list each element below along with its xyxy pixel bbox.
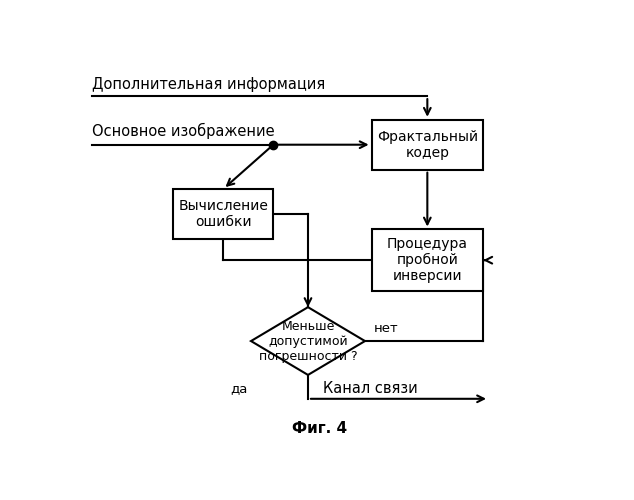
Text: Фиг. 4: Фиг. 4 bbox=[292, 420, 347, 436]
Text: Канал связи: Канал связи bbox=[323, 382, 418, 396]
Text: Основное изображение: Основное изображение bbox=[93, 123, 275, 139]
Text: Дополнительная информация: Дополнительная информация bbox=[93, 77, 326, 92]
Text: Вычисление
ошибки: Вычисление ошибки bbox=[178, 199, 268, 229]
FancyBboxPatch shape bbox=[372, 230, 483, 291]
FancyBboxPatch shape bbox=[372, 120, 483, 170]
Text: Меньше
допустимой
погрешности ?: Меньше допустимой погрешности ? bbox=[259, 320, 358, 362]
Text: да: да bbox=[230, 382, 247, 396]
Text: нет: нет bbox=[374, 322, 399, 335]
Polygon shape bbox=[251, 307, 365, 375]
Text: Фрактальный
кодер: Фрактальный кодер bbox=[377, 130, 478, 160]
Text: Процедура
пробной
инверсии: Процедура пробной инверсии bbox=[387, 237, 468, 284]
FancyBboxPatch shape bbox=[173, 189, 273, 239]
